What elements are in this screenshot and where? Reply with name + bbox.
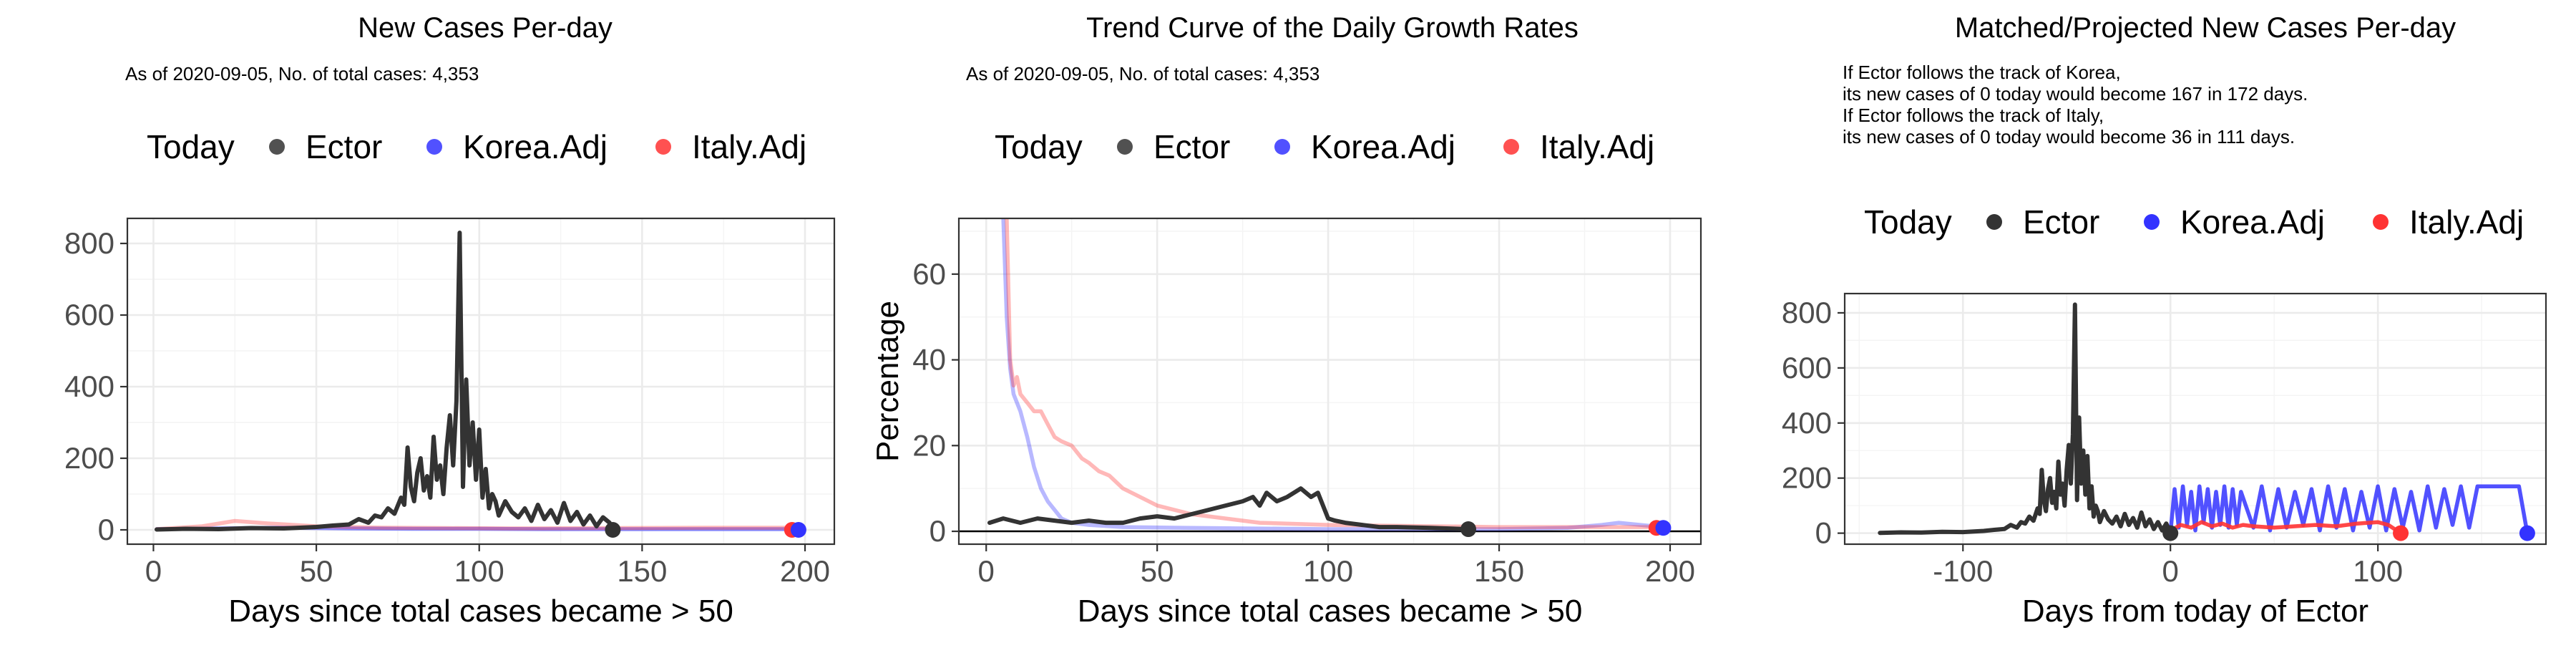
- chart-title: New Cases Per-day: [358, 12, 613, 44]
- y-tick-label: 400: [64, 369, 114, 403]
- today-point-korea-adj: [1655, 520, 1672, 536]
- legend-key-korea-adj: [1274, 139, 1290, 155]
- legend-label: Ector: [1153, 128, 1230, 165]
- today-point-korea-adj: [790, 522, 806, 538]
- legend-key-korea-adj: [2144, 214, 2160, 230]
- legend-key-italy-adj: [655, 139, 671, 155]
- x-tick-label: 0: [145, 554, 162, 588]
- legend: Today Ector Korea.Adj Italy.Adj: [147, 128, 806, 165]
- y-tick-label: 200: [1782, 461, 1832, 495]
- legend: Today Ector Korea.Adj Italy.Adj: [1864, 203, 2524, 241]
- today-point-ector: [605, 522, 621, 538]
- y-axis-label: Percentage: [870, 301, 905, 462]
- x-tick-label: -100: [1933, 554, 1993, 588]
- series-layer: [959, 218, 1701, 533]
- y-tick-label: 800: [1782, 296, 1832, 329]
- legend-label: Italy.Adj: [2409, 203, 2524, 241]
- series-line-italy-adj: [1005, 218, 1659, 529]
- chart-subtitle-line: If Ector follows the track of Korea,: [1843, 62, 2121, 83]
- chart-panel-1: New Cases Per-day As of 2020-09-05, No. o…: [64, 12, 836, 629]
- legend-title: Today: [147, 128, 235, 165]
- chart-subtitle-line: As of 2020-09-05, No. of total cases: 4,…: [966, 63, 1319, 84]
- legend-key-italy-adj: [1503, 139, 1519, 155]
- x-tick-label: 200: [780, 554, 830, 588]
- series-line-italy-adj: [155, 518, 794, 531]
- y-tick-label: 0: [98, 513, 114, 546]
- x-tick-label: 0: [2162, 554, 2179, 588]
- y-tick-label: 60: [912, 257, 946, 291]
- x-axis-label: Days since total cases became > 50: [228, 594, 733, 629]
- chart-subtitle-line: its new cases of 0 today would become 16…: [1843, 83, 2308, 105]
- today-point-ector: [1460, 521, 1477, 538]
- chart-subtitle-line: If Ector follows the track of Italy,: [1843, 105, 2104, 126]
- series-line-ector: [987, 486, 1470, 531]
- chart-title: Trend Curve of the Daily Growth Rates: [1086, 12, 1579, 44]
- y-tick-label: 800: [64, 226, 114, 260]
- y-tick-label: 0: [1815, 516, 1832, 550]
- series-line-italy-adj: [2168, 520, 2403, 536]
- series-layer: [1878, 302, 2529, 536]
- series-line-korea-adj: [2168, 484, 2529, 536]
- series-line-ector: [155, 231, 615, 532]
- legend-label: Korea.Adj: [463, 128, 608, 165]
- today-point-ector: [2162, 525, 2179, 541]
- x-tick-label: 50: [1141, 554, 1174, 588]
- x-tick-label: 100: [1303, 554, 1353, 588]
- y-tick-label: 20: [912, 428, 946, 462]
- x-tick-label: 50: [300, 554, 333, 588]
- legend-key-ector: [269, 139, 285, 155]
- legend-title: Today: [995, 128, 1083, 165]
- x-tick-label: 100: [2353, 554, 2403, 588]
- legend-label: Italy.Adj: [692, 128, 806, 165]
- grid: [959, 218, 1701, 544]
- legend-title: Today: [1864, 203, 1952, 241]
- x-tick-label: 200: [1645, 554, 1695, 588]
- y-tick-label: 40: [912, 343, 946, 377]
- chart-title: Matched/Projected New Cases Per-day: [1955, 12, 2456, 44]
- x-axis-label: Days since total cases became > 50: [1078, 594, 1583, 629]
- legend-key-ector: [1117, 139, 1133, 155]
- legend-key-ector: [1986, 214, 2002, 230]
- x-tick-label: 150: [617, 554, 667, 588]
- today-point-korea-adj: [2519, 525, 2535, 541]
- legend-label: Korea.Adj: [1311, 128, 1455, 165]
- y-tick-label: 400: [1782, 406, 1832, 440]
- chart-panel-2: Trend Curve of the Daily Growth Rates As …: [870, 12, 1702, 629]
- today-point-italy-adj: [2393, 525, 2409, 541]
- legend-label: Ector: [306, 128, 382, 165]
- legend-label: Korea.Adj: [2180, 203, 2325, 241]
- x-tick-label: 0: [978, 554, 995, 588]
- x-tick-label: 150: [1474, 554, 1524, 588]
- chart-panel-3: Matched/Projected New Cases Per-day If Ec…: [1782, 12, 2547, 629]
- x-tick-label: 100: [454, 554, 504, 588]
- legend-key-italy-adj: [2373, 214, 2389, 230]
- legend-label: Ector: [2023, 203, 2099, 241]
- legend: Today Ector Korea.Adj Italy.Adj: [995, 128, 1654, 165]
- y-tick-label: 200: [64, 441, 114, 475]
- chart-subtitle-line: As of 2020-09-05, No. of total cases: 4,…: [125, 63, 479, 84]
- y-tick-label: 0: [930, 514, 946, 548]
- series-layer: [155, 231, 801, 532]
- y-tick-label: 600: [64, 298, 114, 332]
- chart-subtitle-line: its new cases of 0 today would become 36…: [1843, 126, 2295, 148]
- legend-label: Italy.Adj: [1540, 128, 1654, 165]
- y-tick-label: 600: [1782, 351, 1832, 385]
- series-line-ector: [1878, 302, 2173, 536]
- legend-key-korea-adj: [426, 139, 442, 155]
- x-axis-label: Days from today of Ector: [2022, 594, 2368, 629]
